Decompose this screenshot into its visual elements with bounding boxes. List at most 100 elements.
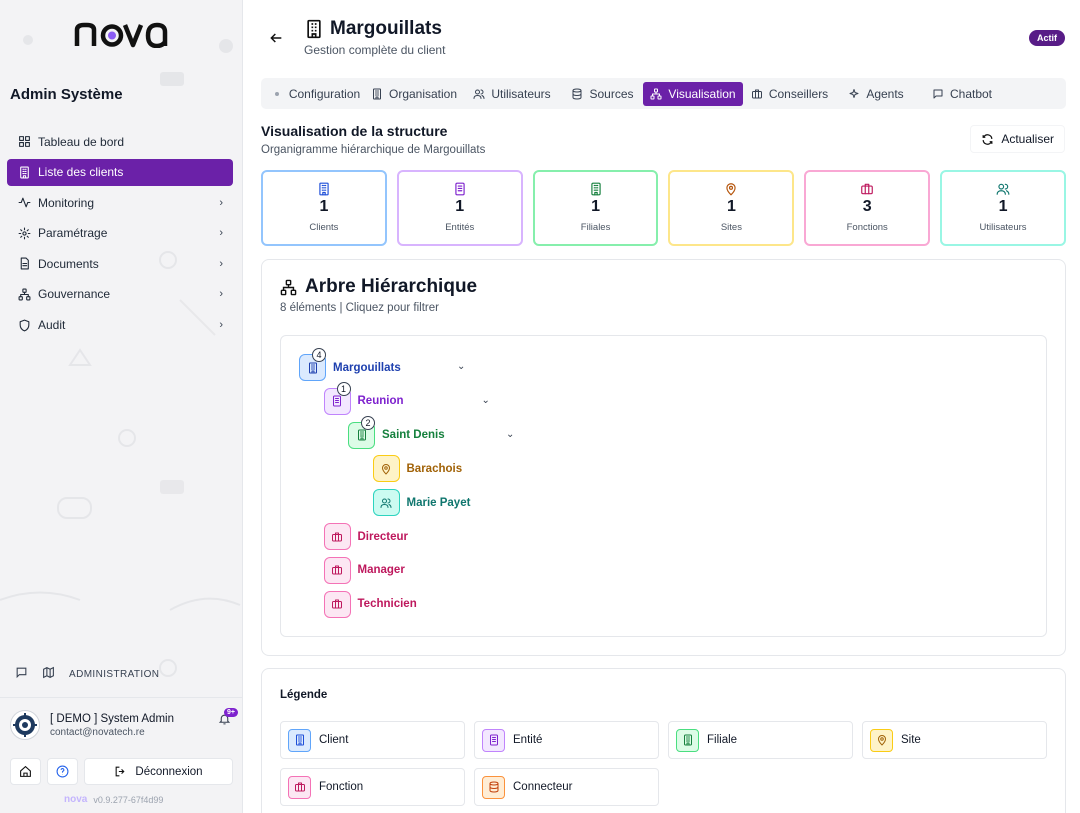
- dot-icon: [271, 88, 283, 100]
- legend-item-filiale: Filiale: [668, 721, 853, 759]
- divider: [0, 697, 242, 698]
- filiale-icon: [589, 182, 603, 196]
- tree-node-function[interactable]: Directeur: [323, 523, 534, 550]
- tab-utilisateurs[interactable]: Utilisateurs: [462, 82, 562, 106]
- stat-card-fonctions[interactable]: 3 Fonctions: [804, 170, 931, 246]
- building-icon: [17, 165, 31, 179]
- legend-label: Entité: [513, 734, 543, 746]
- logout-label: Déconnexion: [135, 765, 203, 778]
- stat-card-clients[interactable]: 1 Clients: [261, 170, 387, 246]
- legend-item-site: Site: [862, 721, 1047, 759]
- chevron-right-icon: ›: [219, 257, 223, 270]
- briefcase-icon: [860, 182, 874, 196]
- tree-node-function[interactable]: Manager: [323, 556, 534, 584]
- nova-small-logo: nova: [64, 794, 88, 805]
- child-count-badge: 4: [312, 348, 326, 362]
- map-icon[interactable]: [42, 666, 55, 682]
- refresh-button[interactable]: Actualiser: [970, 125, 1065, 153]
- tab-conseillers[interactable]: Conseillers: [743, 82, 836, 106]
- gear-icon: [17, 226, 31, 240]
- sidebar-item-label: Monitoring: [38, 195, 95, 210]
- stat-value: 3: [862, 198, 872, 215]
- tree-node-filiale[interactable]: 2 Saint Denis ⌄: [348, 415, 558, 449]
- legend-label: Site: [901, 734, 921, 746]
- help-button[interactable]: [47, 758, 78, 785]
- page-title: Margouillats: [304, 18, 442, 40]
- tree-container: 4 Margouillats ⌄ 1 Reunion ⌄ 2 Saint Denis ⌄ Bara…: [280, 335, 1047, 637]
- administration-label[interactable]: ADMINISTRATION: [69, 668, 160, 680]
- sidebar-item-label: Liste des clients: [38, 165, 124, 180]
- user-email: contact@novatech.re: [50, 726, 145, 738]
- sidebar-item-label: Paramétrage: [38, 226, 108, 241]
- stat-label: Sites: [720, 222, 742, 233]
- entity-icon: [482, 728, 505, 752]
- building-icon: [288, 728, 311, 752]
- tree-node-function[interactable]: Technicien: [323, 590, 534, 618]
- legend-label: Connecteur: [513, 781, 573, 793]
- sidebar-nav: Tableau de bord Liste des clients Monitori…: [7, 128, 233, 342]
- status-badge: Actif: [1029, 30, 1065, 46]
- client-name: Margouillats: [330, 18, 442, 39]
- back-button[interactable]: [268, 30, 284, 51]
- tree-node-site[interactable]: Barachois: [372, 455, 583, 483]
- chevron-right-icon: ›: [219, 319, 223, 332]
- refresh-label: Actualiser: [1001, 132, 1054, 146]
- tab-sources[interactable]: Sources: [562, 82, 643, 106]
- shield-icon: [17, 318, 31, 332]
- tab-organisation[interactable]: Organisation: [366, 82, 462, 106]
- sidebar-item-monitoring[interactable]: Monitoring ›: [7, 189, 233, 216]
- notifications-bell[interactable]: 9+: [218, 708, 238, 731]
- stat-card-entités[interactable]: 1 Entités: [396, 170, 523, 246]
- sidebar-item-param-trage[interactable]: Paramétrage ›: [7, 220, 233, 247]
- section-subtitle: Organigramme hiérarchique de Margouillat…: [261, 144, 486, 156]
- nova-logo: [74, 22, 168, 53]
- chevron-right-icon: ›: [219, 227, 223, 240]
- chat-icon[interactable]: [15, 666, 28, 682]
- chevron-down-icon[interactable]: ⌄: [457, 361, 466, 372]
- logout-button[interactable]: Déconnexion: [84, 758, 233, 785]
- sidebar-item-audit[interactable]: Audit ›: [7, 312, 233, 339]
- stat-card-utilisateurs[interactable]: 1 Utilisateurs: [940, 170, 1066, 246]
- tree-node-label: Reunion: [357, 395, 404, 408]
- entity-icon: 1: [323, 381, 351, 415]
- tab-visualisation[interactable]: Visualisation: [643, 81, 743, 106]
- tab-label: Configuration: [288, 86, 361, 101]
- tab-label: Agents: [866, 86, 904, 101]
- briefcase-icon: [323, 556, 351, 584]
- users-icon: [473, 88, 485, 100]
- tab-configuration[interactable]: Configuration: [265, 82, 366, 106]
- legend-item-fonction: Fonction: [280, 768, 465, 806]
- chevron-right-icon: ›: [219, 288, 223, 301]
- sidebar-item-liste-des-clients[interactable]: Liste des clients: [7, 158, 233, 186]
- tree-node-label: Technicien: [357, 598, 417, 611]
- stat-label: Entités: [445, 222, 475, 233]
- home-button[interactable]: [10, 758, 41, 785]
- tree-node-entity[interactable]: 1 Reunion ⌄: [323, 381, 534, 415]
- user-profile[interactable]: [ DEMO ] System Admin contact@novatech.r…: [10, 708, 238, 740]
- tab-label: Organisation: [388, 86, 458, 101]
- chevron-down-icon[interactable]: ⌄: [481, 394, 490, 406]
- tab-chatbot[interactable]: Chatbot: [916, 82, 1008, 106]
- tree-title: Arbre Hiérarchique: [280, 276, 477, 298]
- pin-icon: [870, 728, 893, 752]
- sidebar-item-tableau-de-bord[interactable]: Tableau de bord: [7, 128, 233, 155]
- legend-label: Client: [319, 734, 349, 746]
- stat-card-sites[interactable]: 1 Sites: [668, 170, 795, 246]
- tree-node-user[interactable]: Marie Payet: [372, 489, 583, 517]
- tree-subtitle: 8 éléments | Cliquez pour filtrer: [280, 302, 439, 314]
- stat-value: 1: [319, 198, 329, 215]
- building-icon: [371, 88, 383, 100]
- tree-title-text: Arbre Hiérarchique: [305, 276, 478, 297]
- chevron-down-icon[interactable]: ⌄: [506, 428, 515, 440]
- briefcase-icon: [323, 590, 351, 618]
- filiale-icon: 2: [348, 415, 375, 449]
- legend-item-connecteur: Connecteur: [474, 768, 659, 806]
- sidebar-item-documents[interactable]: Documents ›: [7, 250, 233, 277]
- tab-label: Utilisateurs: [491, 86, 551, 101]
- stat-label: Filiales: [580, 222, 611, 233]
- sidebar-item-gouvernance[interactable]: Gouvernance ›: [7, 281, 233, 308]
- stat-card-filiales[interactable]: 1 Filiales: [532, 170, 659, 246]
- users-icon: [996, 182, 1010, 196]
- tab-agents[interactable]: Agents: [836, 82, 916, 106]
- tree-node-client[interactable]: 4 Margouillats ⌄: [299, 348, 509, 381]
